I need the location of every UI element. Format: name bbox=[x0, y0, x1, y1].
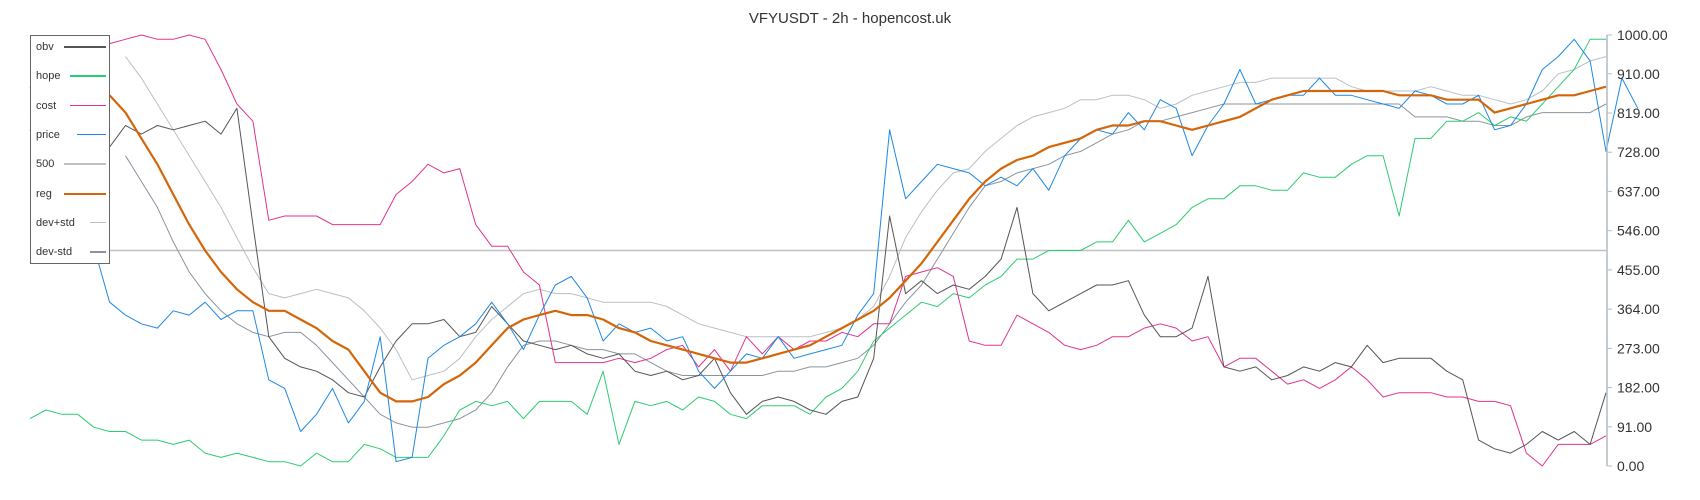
y-tick-label: 182.00 bbox=[1617, 380, 1660, 396]
legend-label-cost: cost bbox=[36, 99, 57, 112]
legend-label-dev-std: dev-std bbox=[36, 246, 73, 259]
y-axis: 1000.00 910.00 819.00 728.00 637.00 546.00 455… bbox=[1606, 27, 1668, 474]
legend-swatch-500 bbox=[63, 163, 106, 165]
legend-label-obv: obv bbox=[36, 41, 54, 53]
y-tick-label: 819.00 bbox=[1617, 105, 1660, 121]
chart-title: VFYUSDT - 2h - hopencost.uk bbox=[748, 10, 952, 27]
y-tick-label: 546.00 bbox=[1617, 223, 1660, 239]
legend-swatch-dev-std bbox=[89, 221, 106, 224]
legend-label-500: 500 bbox=[36, 158, 55, 171]
legend-label-dev-std: dev+std bbox=[36, 216, 75, 229]
series-line-obv bbox=[29, 86, 1607, 454]
legend-swatch-price bbox=[76, 133, 106, 136]
legend-label-reg: reg bbox=[36, 187, 52, 200]
y-tick-label: 455.00 bbox=[1617, 262, 1660, 278]
y-tick-label: 637.00 bbox=[1617, 183, 1660, 199]
legend: obv hope cost price 500 reg dev+std dev-std bbox=[30, 35, 110, 264]
series-line-dev-std bbox=[125, 103, 1607, 428]
legend-swatch-obv bbox=[63, 46, 106, 48]
legend-swatch-reg bbox=[63, 192, 106, 195]
legend-swatch-cost bbox=[70, 104, 106, 107]
y-tick-label: 910.00 bbox=[1617, 66, 1660, 82]
y-tick-label: 728.00 bbox=[1617, 144, 1660, 160]
y-tick-label: 364.00 bbox=[1617, 301, 1660, 317]
legend-swatch-dev-std bbox=[89, 251, 106, 253]
y-tick-label: 91.00 bbox=[1617, 419, 1652, 435]
y-tick-label: 1000.00 bbox=[1617, 27, 1668, 43]
series-line-price bbox=[29, 38, 1639, 463]
legend-label-price: price bbox=[36, 128, 60, 141]
legend-swatch-hope bbox=[70, 75, 106, 77]
y-tick-label: 0.00 bbox=[1617, 458, 1644, 474]
series-line-reg bbox=[108, 85, 1607, 403]
series-line-hope bbox=[29, 38, 1606, 467]
y-tick-label: 273.00 bbox=[1617, 340, 1660, 356]
series-layer bbox=[29, 34, 1639, 467]
legend-label-hope: hope bbox=[36, 70, 61, 83]
series-line-dev-std bbox=[125, 56, 1607, 381]
